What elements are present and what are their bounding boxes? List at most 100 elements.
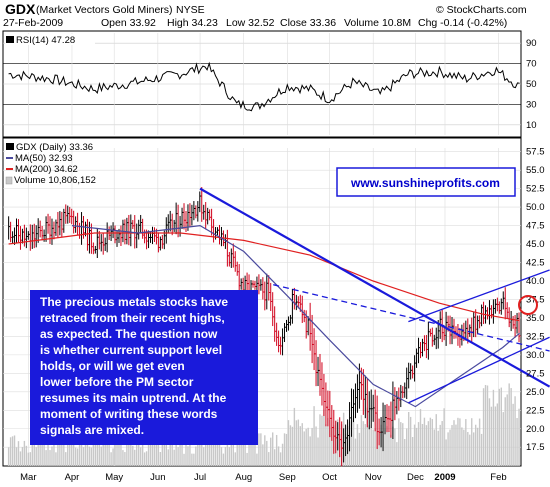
volume-bar <box>404 439 406 466</box>
volume-bar <box>116 437 118 466</box>
volume-bar <box>33 436 35 466</box>
volume-bar <box>41 442 43 466</box>
volume-bar <box>124 452 126 466</box>
rsi-tick-label: 10 <box>526 120 537 131</box>
volume-bar <box>234 452 236 466</box>
y-tick-label: 57.5 <box>526 147 545 158</box>
volume-bar <box>429 417 432 466</box>
volume-bar <box>187 446 189 466</box>
volume-bar <box>67 441 69 466</box>
volume-bar <box>471 418 473 466</box>
chart-copyright: © StockCharts.com <box>436 4 527 16</box>
volume-bar <box>392 426 394 466</box>
volume-bar <box>210 434 213 466</box>
x-tick-label: May <box>105 472 123 483</box>
quote-volume: Volume 10.8M <box>344 17 411 29</box>
volume-bar <box>179 439 181 466</box>
volume-bar <box>13 435 16 466</box>
volume-bar <box>492 389 495 466</box>
volume-bar <box>258 433 260 466</box>
volume-bar <box>512 403 514 466</box>
volume-bar <box>465 419 467 466</box>
volume-bar <box>137 437 140 466</box>
volume-bar <box>327 417 329 466</box>
volume-bar <box>494 406 497 466</box>
volume-bar <box>70 433 73 466</box>
y-tick-label: 22.5 <box>526 405 545 416</box>
volume-bar <box>161 443 164 466</box>
volume-bar <box>307 427 309 466</box>
volume-bar <box>427 421 430 466</box>
volume-bar <box>17 441 20 466</box>
volume-bar <box>457 417 459 466</box>
volume-bar <box>396 442 398 466</box>
volume-bar <box>317 437 319 466</box>
volume-bar <box>149 439 152 466</box>
volume-bar <box>277 446 280 466</box>
commentary-box <box>30 290 258 445</box>
volume-bar <box>297 419 300 466</box>
volume-bar <box>488 398 491 466</box>
volume-bar <box>301 423 303 466</box>
x-tick-label: 2009 <box>434 472 455 483</box>
volume-bar <box>132 445 134 466</box>
volume-bar <box>445 439 447 466</box>
chart-name: (Market Vectors Gold Miners) <box>36 4 173 16</box>
trendline <box>199 187 550 388</box>
volume-bar <box>72 439 75 466</box>
volume-bar <box>354 438 357 466</box>
volume-bar <box>305 428 307 466</box>
volume-bar <box>177 447 179 466</box>
chart-exchange: NYSE <box>176 4 205 16</box>
volume-bar <box>226 440 229 466</box>
volume-bar <box>155 438 158 466</box>
volume-bar <box>390 434 392 466</box>
volume-bar <box>437 430 439 466</box>
volume-bar <box>323 409 325 466</box>
volume-bar <box>386 426 388 466</box>
x-tick-label: Oct <box>322 472 337 483</box>
volume-bar <box>443 408 445 466</box>
volume-bar <box>480 433 483 466</box>
volume-bar <box>195 446 197 466</box>
volume-bar <box>411 436 414 466</box>
volume-bar <box>315 426 317 466</box>
volume-bar <box>214 443 217 466</box>
volume-bar <box>167 449 169 466</box>
volume-bar <box>311 427 313 466</box>
volume-bar <box>510 388 512 466</box>
quote-high: High 34.23 <box>167 17 218 29</box>
volume-bar <box>372 429 374 466</box>
volume-bar <box>86 440 89 466</box>
commentary-line: is whether current support level <box>40 343 222 357</box>
volume-bar <box>271 432 274 466</box>
volume-bar <box>69 438 71 466</box>
volume-bar <box>169 437 171 466</box>
volume-bar <box>53 435 55 466</box>
volume-bar <box>183 453 185 466</box>
volume-bar <box>21 447 24 466</box>
volume-bar <box>171 440 173 466</box>
volume-bar <box>360 415 363 466</box>
volume-bar <box>29 452 32 466</box>
volume-bar <box>476 427 479 466</box>
volume-bar <box>74 447 77 466</box>
volume-bar <box>370 427 372 466</box>
x-tick-label: Nov <box>365 472 382 483</box>
legend-gdx: GDX (Daily) 33.36 <box>16 142 93 153</box>
volume-bar <box>122 450 124 466</box>
volume-bar <box>208 434 211 466</box>
volume-bar <box>23 440 26 466</box>
y-tick-label: 30.0 <box>526 350 545 361</box>
legend-ma50: MA(50) 32.93 <box>15 153 73 164</box>
volume-bar <box>474 424 477 466</box>
volume-bar <box>90 447 93 466</box>
volume-bar <box>197 444 199 466</box>
y-tick-label: 42.5 <box>526 258 545 269</box>
volume-bar <box>7 447 10 466</box>
volume-bar <box>88 446 91 466</box>
volume-bar <box>193 453 195 466</box>
volume-bar <box>500 387 502 466</box>
volume-bar <box>490 406 493 466</box>
volume-bar <box>31 435 33 466</box>
